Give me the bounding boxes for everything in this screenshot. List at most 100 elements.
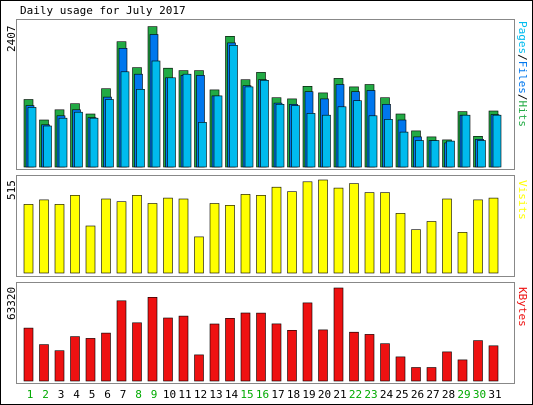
day-label: 8 [135,388,142,401]
legend-entry: KBytes [516,287,529,327]
visits-bar [178,198,189,274]
legend-entry: Hits [516,101,529,128]
visits-bar [473,199,483,274]
pages-bar [89,117,99,168]
visits-bar [240,194,251,274]
visits-bar [333,187,344,274]
pages-bar [213,95,223,168]
kbytes-bar [364,334,375,382]
visits-bar [132,195,142,274]
day-label: 9 [151,388,158,401]
kbytes-bar [302,302,313,382]
pages-bar [136,89,145,168]
kbytes-bar [23,327,34,382]
day-label: 23 [364,388,377,401]
day-label: 20 [318,388,331,401]
pages-bar [182,73,192,168]
day-label: 24 [380,388,394,401]
day-label: 30 [473,388,486,401]
kbytes-bar [54,350,65,382]
kbytes-bar [70,336,80,382]
kbytes-bar [147,296,158,382]
kbytes-bar [473,340,483,382]
pages-bar [105,99,114,168]
pages-bar [461,114,471,168]
pages-bar [198,122,207,168]
day-label: 13 [209,388,222,401]
kbytes-bar [225,317,235,382]
pages-bar [492,114,502,168]
top-max-label: 2407 [5,26,18,53]
visits-bar [225,205,235,274]
day-label: 19 [302,388,315,401]
pages-bar [27,107,37,168]
visits-bar [23,204,34,274]
kbytes-bar [132,322,142,382]
pages-bar [229,44,238,168]
kbytes-bar [101,332,111,382]
visits-bar [147,203,158,274]
kbytes-bar [349,331,359,382]
kbytes-bar [209,323,220,382]
kbytes-bar [178,315,189,382]
day-label: 22 [349,388,362,401]
day-label: 21 [333,388,346,401]
kbytes-bar [116,300,127,382]
kbytes-bar [318,329,328,382]
kbytes-bar [457,359,468,382]
visits-bar [442,198,452,274]
pages-bar [477,140,486,168]
day-label: 31 [488,388,501,401]
kbytes-bar [395,356,406,382]
kbytes-bar [333,287,344,382]
kbytes-bar [39,344,49,382]
day-label: 25 [395,388,408,401]
pages-bar [306,113,316,168]
legend-entry: Visits [516,180,529,220]
visits-bar [163,197,173,274]
pages-bar [74,111,83,168]
pages-bar [275,104,285,168]
kbytes-bar [85,338,96,382]
middle-max-label: 515 [5,180,18,200]
pages-bar [322,114,331,168]
pages-bar [415,140,424,168]
day-label: 16 [256,388,269,401]
pages-bar [260,80,269,168]
pages-bar [120,71,130,168]
day-label: 14 [225,388,239,401]
pages-bar [368,115,378,168]
day-label: 18 [287,388,300,401]
kbytes-bar [287,329,297,382]
kbytes-bar [163,317,173,382]
day-label: 17 [271,388,284,401]
visits-bar [256,195,266,274]
visits-bar [39,199,49,274]
day-label: 5 [89,388,96,401]
visits-bar [54,204,65,274]
day-label: 4 [73,388,80,401]
day-label: 15 [240,388,253,401]
kbytes-bar [488,345,499,382]
visits-bar [116,201,127,274]
visits-bar [457,232,468,274]
visits-bar [70,195,80,274]
day-label: 28 [442,388,455,401]
top-legend: Pages/Files/Hits [516,21,529,127]
legend-entry: / [516,94,529,101]
day-labels-layer: 1 2 3 4 5 6 7 8 9 10 11 12 13 14 15 16 17 18 19 20 21 22 23 24 2… [27,388,502,401]
visits-bar [380,192,390,274]
bottom-legend: KBytes [516,287,529,327]
chart-title: Daily usage for July 2017 [20,4,186,17]
bottom-max-label: 63320 [5,287,18,320]
legend-entry: Pages [516,21,529,54]
day-label: 6 [104,388,111,401]
legend-entry: Files [516,61,529,94]
pages-bar [167,77,176,168]
pages-bar [399,131,409,168]
visits-bar [302,181,313,274]
pages-bar [430,140,440,168]
day-label: 7 [120,388,127,401]
